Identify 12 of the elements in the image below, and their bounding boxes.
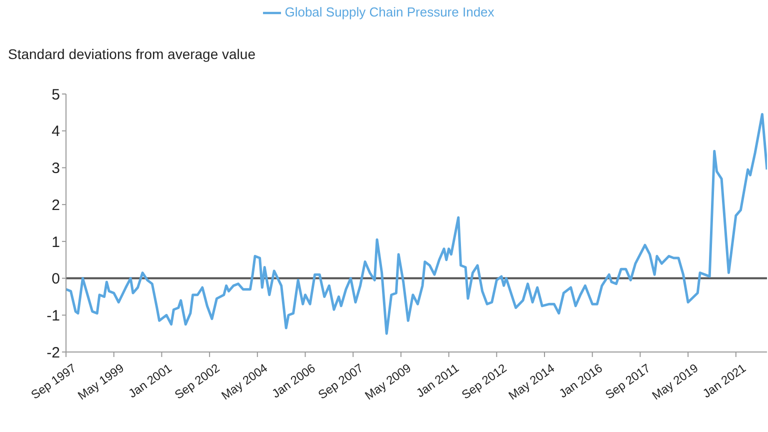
- y-tick-label: 3: [52, 160, 60, 178]
- y-tick-label: 2: [52, 196, 60, 214]
- y-tick-label: -2: [46, 344, 60, 362]
- y-tick-label: 5: [52, 86, 60, 104]
- y-tick-label: -1: [46, 307, 60, 324]
- y-tick-label: 1: [52, 234, 60, 251]
- y-tick-label: 0: [52, 270, 60, 288]
- line-series: [66, 113, 767, 335]
- y-tick-label: 4: [52, 123, 60, 140]
- y-axis-title: Standard deviations from average value: [8, 46, 256, 62]
- x-tick-label: Jan 2011: [414, 360, 462, 400]
- legend-label: Global Supply Chain Pressure Index: [284, 4, 494, 20]
